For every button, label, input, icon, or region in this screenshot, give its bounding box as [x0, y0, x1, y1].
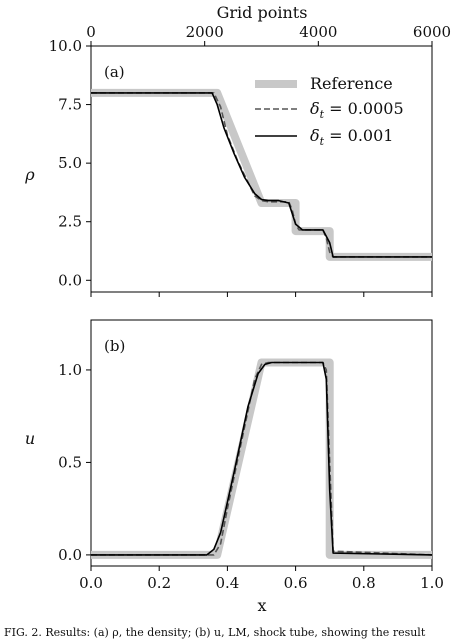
ytick-label-b: 0.0	[58, 546, 82, 564]
top-tick-label: 2000	[186, 23, 224, 41]
series-dt-0005-a	[91, 92, 432, 258]
series-dt-001-a	[91, 92, 432, 258]
ytick-label-a: 10.0	[49, 37, 82, 55]
panel-b-ticks: 0.0 0.5 1.0 0.0 0.2 0.4 0.6 0.8 1.0	[58, 361, 444, 592]
xtick-label-b: 0.0	[79, 574, 103, 592]
series-dt-001-b	[91, 361, 432, 556]
panel-a-tag: (a)	[104, 63, 125, 81]
figure-caption: FIG. 2. Results: (a) ρ, the density; (b)…	[4, 626, 426, 639]
xtick-label-b: 0.6	[284, 574, 308, 592]
panel-velocity: 0.0 0.5 1.0 0.0 0.2 0.4 0.6 0.8 1.0 (b) u x	[25, 319, 444, 615]
panel-b-series	[91, 358, 432, 559]
ytick-label-a: 5.0	[58, 154, 82, 172]
panel-a-series	[91, 88, 432, 261]
xtick-label-b: 0.4	[215, 574, 239, 592]
ytick-label-a: 7.5	[58, 96, 82, 114]
xtick-label-b: 0.8	[352, 574, 376, 592]
xtick-label-b: 0.2	[147, 574, 171, 592]
ytick-label-a: 0.0	[58, 271, 82, 289]
legend-label-dt-0005: δt = 0.0005	[310, 99, 404, 121]
legend: Reference δt = 0.0005 δt = 0.001	[255, 74, 404, 148]
panel-b-tag: (b)	[104, 337, 125, 355]
series-reference-b	[91, 358, 432, 559]
panel-b-frame	[90, 319, 433, 567]
panel-a-ticks: 0.0 2.5 5.0 7.5 10.00 2000 4000 6000	[49, 23, 451, 297]
panel-density: 0.0 2.5 5.0 7.5 10.00 2000 4000 6000 (a) ρ Refe…	[24, 23, 451, 297]
ytick-label-a: 2.5	[58, 213, 82, 231]
legend-label-reference: Reference	[310, 74, 393, 93]
legend-label-dt-001: δt = 0.001	[310, 126, 393, 148]
top-tick-label: 6000	[413, 23, 451, 41]
top-axis-title: Grid points	[217, 3, 308, 22]
ytick-label-b: 0.5	[58, 453, 82, 471]
panel-a-ylabel: ρ	[24, 165, 35, 184]
panel-b-xlabel: x	[257, 596, 266, 615]
xtick-label-b: 1.0	[420, 574, 444, 592]
top-tick-label: 0	[86, 23, 96, 41]
panel-b-ylabel: u	[25, 429, 35, 448]
series-dt-0005-b	[91, 361, 432, 556]
panel-a-frame	[90, 45, 433, 293]
top-tick-label: 4000	[299, 23, 337, 41]
ytick-label-b: 1.0	[58, 361, 82, 379]
